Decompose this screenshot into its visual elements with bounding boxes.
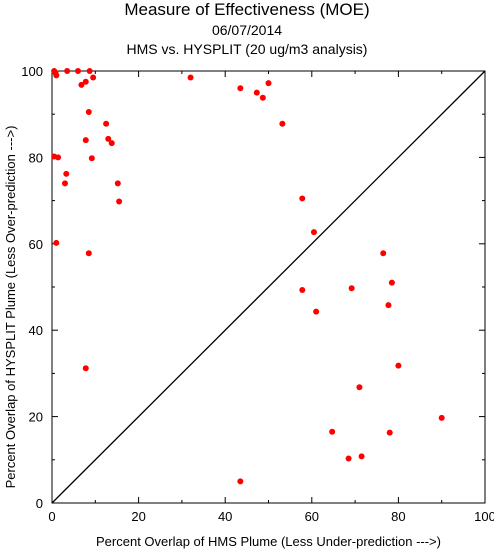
data-point: [395, 362, 402, 369]
data-point: [61, 180, 68, 187]
data-point: [108, 140, 115, 147]
data-point: [53, 72, 60, 79]
data-point: [385, 302, 392, 309]
data-point: [348, 285, 355, 292]
data-point: [78, 81, 85, 88]
data-point: [299, 287, 306, 294]
data-point: [299, 195, 306, 202]
x-tick-label: 0: [48, 509, 55, 524]
reference-line-1to1: [51, 70, 486, 504]
data-point: [253, 89, 260, 96]
data-point: [187, 74, 194, 81]
data-point: [386, 429, 393, 436]
x-axis-label: Percent Overlap of HMS Plume (Less Under…: [96, 534, 441, 549]
data-point: [64, 68, 71, 74]
data-point: [116, 198, 123, 205]
data-point: [114, 180, 121, 187]
data-point: [85, 109, 92, 116]
data-point: [103, 120, 110, 127]
chart-date: 06/07/2014: [211, 22, 283, 38]
data-point: [310, 229, 317, 236]
y-tick-label: 80: [29, 150, 43, 165]
data-point: [82, 78, 89, 85]
data-point: [90, 74, 97, 81]
chart-subtitle: HMS vs. HYSPLIT (20 ug/m3 analysis): [126, 41, 368, 57]
data-point: [279, 120, 286, 127]
data-point: [55, 154, 62, 161]
data-point: [105, 135, 112, 142]
data-point: [313, 308, 320, 315]
data-point: [85, 250, 92, 257]
y-tick-label: 20: [29, 410, 43, 425]
data-point: [74, 68, 81, 74]
data-point: [237, 478, 244, 485]
data-point: [259, 94, 266, 101]
data-point: [237, 85, 244, 92]
y-tick-label: 60: [29, 237, 43, 252]
x-tick-label: 60: [305, 509, 319, 524]
data-point: [53, 239, 60, 246]
x-tick-label: 20: [131, 509, 145, 524]
data-point: [329, 428, 336, 435]
y-tick-label: 100: [21, 64, 43, 79]
y-tick-label: 40: [29, 323, 43, 338]
y-axis-label: Percent Overlap of HYSPLIT Plume (Less O…: [3, 126, 18, 489]
data-point: [438, 414, 445, 421]
data-point: [345, 455, 352, 462]
data-point: [86, 68, 93, 74]
chart-title: Measure of Effectiveness (MOE): [124, 0, 370, 19]
data-point: [265, 80, 272, 87]
y-axis: 0 20 40 60 80 100: [21, 64, 485, 511]
data-point: [356, 384, 363, 391]
data-point: [82, 137, 89, 144]
x-tick-label: 80: [391, 509, 405, 524]
data-point: [63, 170, 70, 177]
y-tick-label: 0: [36, 496, 43, 511]
data-point: [358, 453, 365, 460]
data-point: [388, 279, 395, 286]
data-point: [380, 250, 387, 257]
data-point: [82, 365, 89, 372]
data-point: [88, 155, 95, 162]
x-tick-label: 100: [474, 509, 494, 524]
x-axis: 0 20 40 60 80 100: [48, 71, 494, 524]
x-tick-label: 40: [218, 509, 232, 524]
data-points: [51, 68, 445, 485]
